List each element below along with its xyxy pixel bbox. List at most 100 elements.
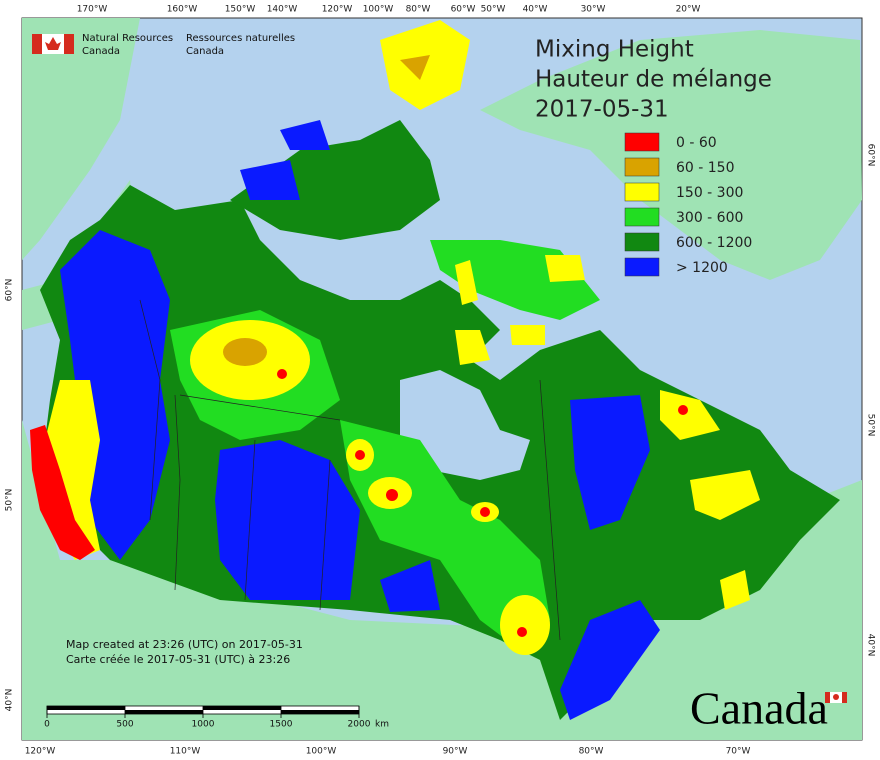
legend-swatch: [624, 232, 660, 252]
boundary: [174, 394, 181, 591]
wordmark-leaf: [833, 694, 839, 700]
longitude-label: 110°W: [170, 747, 201, 757]
boundary: [244, 439, 256, 601]
legend-label: 60 - 150: [676, 160, 735, 176]
zone-yellow: [720, 570, 750, 610]
legend-label: 0 - 60: [676, 135, 717, 151]
arctic-islands: [230, 120, 440, 240]
zone-blue: [215, 440, 360, 600]
longitude-label: 120°W: [322, 5, 353, 15]
scale-segment: [47, 706, 125, 710]
zone-yellow: [545, 255, 585, 282]
longitude-label: 40°W: [523, 5, 548, 15]
longitude-label: 160°W: [167, 5, 198, 15]
flag: [32, 34, 74, 54]
land: [22, 18, 140, 260]
zone-blue: [280, 120, 330, 150]
zone-yellow: [660, 390, 720, 440]
longitude-label: 80°W: [406, 5, 431, 15]
scale-segment: [281, 710, 359, 714]
longitude-label: 170°W: [77, 5, 108, 15]
zone-blue: [570, 395, 650, 530]
scale-label: 500: [116, 720, 133, 730]
legend-swatch: [624, 257, 660, 277]
wordmark-text: Canada: [690, 683, 828, 734]
legend-swatch: [624, 182, 660, 202]
zone-blue: [380, 560, 440, 612]
scale-segment: [125, 710, 203, 714]
legend: 0 - 60 60 - 150 150 - 300 300 - 600 600 - 12…: [624, 132, 752, 277]
graticule-labels: 170°W 160°W 150°W 140°W 120°W 100°W 80°W 60°W 50…: [5, 5, 876, 757]
legend-swatch: [624, 207, 660, 227]
greenland: [480, 30, 862, 280]
latitude-label: 50°N: [866, 414, 876, 437]
scale-segment: [203, 706, 281, 710]
title-line: 2017-05-31: [535, 97, 669, 123]
hudson-bay: [400, 370, 530, 480]
zone-blue: [560, 600, 660, 720]
agency-fr: Canada: [186, 46, 224, 57]
zone-yellow: [690, 470, 760, 520]
longitude-label: 80°W: [579, 747, 604, 757]
longitude-label: 50°W: [481, 5, 506, 15]
longitude-label: 30°W: [581, 5, 606, 15]
agency-en: Canada: [82, 46, 120, 57]
title-line: Hauteur de mélange: [535, 67, 772, 93]
legend-label: 300 - 600: [676, 210, 743, 226]
legend-swatch: [624, 132, 660, 152]
longitude-label: 100°W: [306, 747, 337, 757]
longitude-label: 90°W: [443, 747, 468, 757]
zone-red: [355, 450, 365, 460]
notes: Map created at 23:26 (UTC) on 2017-05-31…: [66, 638, 303, 666]
latitude-label: 60°N: [866, 144, 876, 167]
title-line: Mixing Height: [535, 37, 694, 63]
zone-yellow: [510, 325, 545, 345]
zone-blue: [240, 160, 300, 200]
legend-label: 150 - 300: [676, 185, 743, 201]
zone-orange: [223, 338, 267, 366]
zone-red: [678, 405, 688, 415]
scale-unit: km: [375, 720, 389, 730]
scale-label: 1000: [192, 720, 215, 730]
longitude-label: 70°W: [726, 747, 751, 757]
scale-label: 1500: [270, 720, 293, 730]
header: Natural Resources Canada Ressources natu…: [82, 33, 295, 57]
zone: [400, 55, 430, 80]
zone-red: [480, 507, 490, 517]
zone-red: [277, 369, 287, 379]
longitude-label: 60°W: [451, 5, 476, 15]
latitude-label: 60°N: [5, 279, 15, 302]
legend-label: 600 - 1200: [676, 235, 752, 251]
boundary: [539, 379, 561, 641]
latitude-label: 40°N: [866, 634, 876, 657]
latitude-label: 40°N: [5, 689, 15, 712]
note: Map created at 23:26 (UTC) on 2017-05-31: [66, 638, 303, 651]
zone-red: [386, 489, 398, 501]
zone-red: [517, 627, 527, 637]
longitude-label: 100°W: [363, 5, 394, 15]
wordmark: Canada: [690, 683, 847, 734]
scale-bar: 0 500 1000 1500 2000 km: [44, 705, 389, 730]
latitude-label: 50°N: [5, 489, 15, 512]
scale-label: 0: [44, 720, 50, 730]
agency-fr: Ressources naturelles: [186, 33, 295, 44]
boundary: [319, 459, 331, 611]
zone-red: [30, 425, 95, 560]
scale-label: 2000: [348, 720, 371, 730]
longitude-label: 120°W: [25, 747, 56, 757]
zone-yellow: [455, 330, 490, 365]
note: Carte créée le 2017-05-31 (UTC) à 23:26: [66, 653, 290, 666]
zone-yellow: [455, 260, 478, 305]
flag-band: [64, 34, 74, 54]
boundary: [179, 394, 341, 421]
boundaries: [139, 299, 561, 641]
longitude-label: 150°W: [225, 5, 256, 15]
boundary: [139, 299, 161, 521]
flag-leaf: [45, 37, 61, 50]
zone-yellow: [500, 595, 550, 655]
legend-swatch: [624, 157, 660, 177]
longitude-label: 20°W: [676, 5, 701, 15]
legend-label: > 1200: [676, 260, 728, 276]
title: Mixing Height Hauteur de mélange 2017-05…: [535, 37, 772, 123]
